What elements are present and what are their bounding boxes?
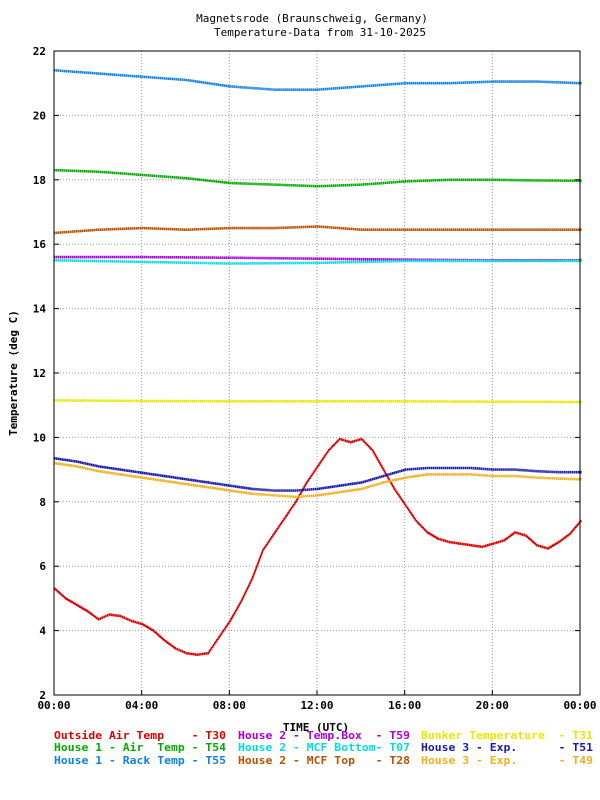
y-tick-label: 6: [39, 560, 46, 573]
x-tick-label: 12:00: [300, 699, 333, 712]
y-axis-label: Temperature (deg C): [7, 310, 20, 436]
y-tick-label: 2: [39, 689, 46, 702]
x-tick-label: 16:00: [388, 699, 421, 712]
series-t51: [54, 457, 582, 492]
series-line: [54, 168, 582, 188]
x-axis-label: TIME (UTC): [283, 721, 349, 734]
series-line: [54, 399, 582, 404]
series-t28: [54, 225, 582, 235]
x-tick-label: 00:00: [37, 699, 70, 712]
series-t31: [54, 399, 582, 404]
legend-entry: Bunker Temperature - T31: [421, 729, 593, 742]
series-line: [54, 225, 582, 235]
y-tick-label: 16: [33, 238, 47, 251]
y-tick-label: 18: [33, 174, 46, 187]
legend-entry: House 1 - Air Temp - T54: [54, 741, 226, 754]
legend: Outside Air Temp - T30 House 2 - Temp.Box…: [54, 729, 593, 767]
series-line: [54, 259, 582, 265]
series-t54: [54, 168, 582, 188]
series-t07: [54, 259, 582, 265]
y-tick-label: 14: [33, 303, 47, 316]
y-tick-label: 22: [33, 45, 46, 58]
y-tick-label: 8: [39, 496, 46, 509]
legend-entry: House 2 - MCF Bottom- T07: [238, 741, 410, 754]
x-tick-label: 04:00: [125, 699, 158, 712]
axis-ticks: 00:00 04:00 08:00 12:00 16:00 20:00 00:0024681…: [33, 45, 597, 712]
y-tick-label: 12: [33, 367, 46, 380]
legend-entry: House 2 - MCF Top - T28: [238, 754, 410, 767]
legend-entry: House 3 - Exp. - T51: [421, 741, 593, 754]
legend-entry: Outside Air Temp - T30: [54, 729, 226, 742]
series-t49: [54, 461, 582, 499]
legend-entry: House 3 - Exp. - T49: [421, 754, 593, 767]
x-tick-label: 00:00: [563, 699, 596, 712]
y-tick-label: 10: [33, 431, 46, 444]
series-layer: [54, 69, 582, 657]
series-line: [54, 461, 582, 499]
x-tick-label: 20:00: [476, 699, 509, 712]
y-tick-label: 20: [33, 109, 46, 122]
x-tick-label: 08:00: [213, 699, 246, 712]
legend-entry: House 1 - Rack Temp - T55: [54, 754, 226, 767]
series-line: [54, 457, 582, 492]
y-tick-label: 4: [39, 625, 46, 638]
grid-lines: [54, 51, 580, 695]
chart-subtitle: Temperature-Data from 31-10-2025: [214, 26, 426, 39]
legend-entry: House 2 - Temp.Box - T59: [238, 729, 410, 742]
chart-title: Magnetsrode (Braunschweig, Germany): [196, 12, 428, 25]
series-line: [54, 69, 582, 91]
series-t55: [54, 69, 582, 91]
